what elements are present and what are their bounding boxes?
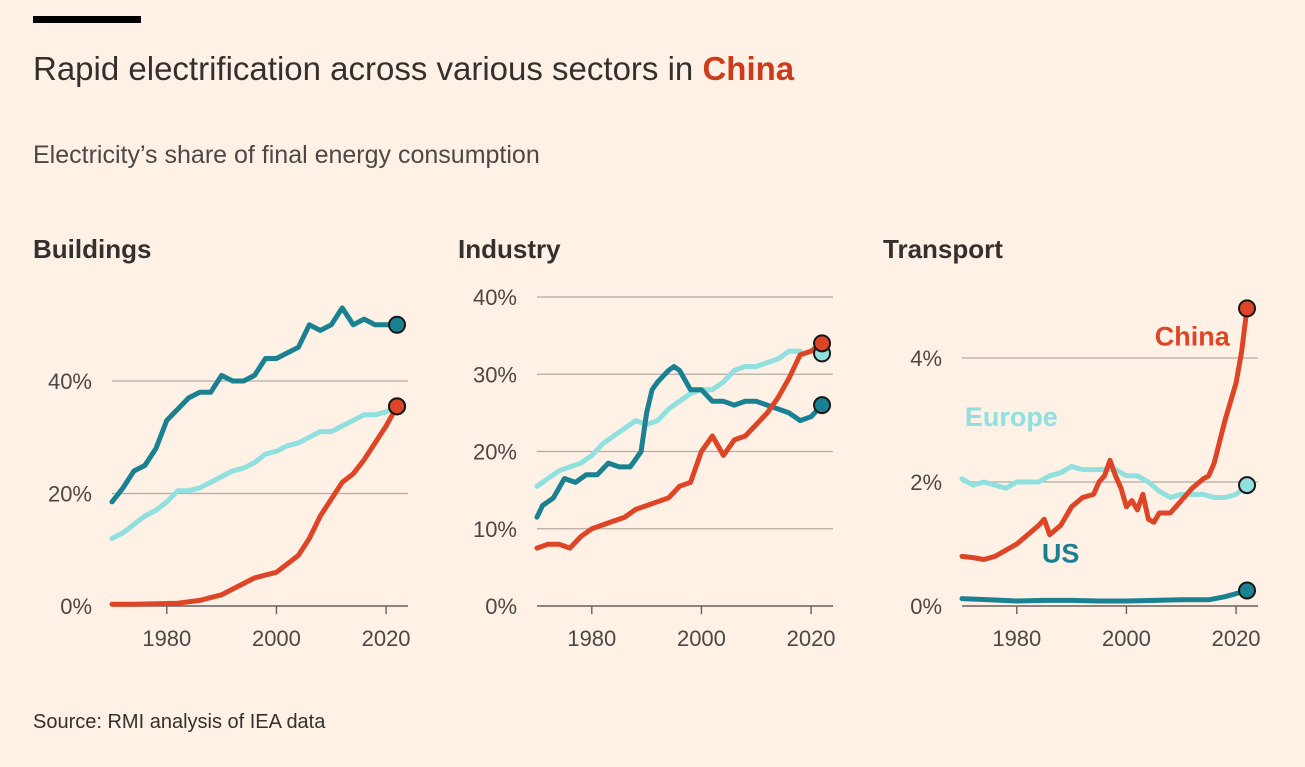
y-tick-label: 40% [473, 285, 517, 310]
title-prefix: Rapid electrification across various sec… [33, 50, 703, 87]
y-tick-label: 4% [910, 346, 942, 371]
panel-industry: Industry 0% 10% 20% 30% 40% 1980 2000 2020 [458, 234, 836, 651]
end-marker-china [813, 334, 832, 353]
y-tick-label: 0% [485, 594, 517, 619]
panel-title: Buildings [33, 234, 151, 264]
series-label-china: China [1155, 322, 1231, 352]
series-line-china [109, 403, 400, 607]
x-tick-label: 2020 [1212, 626, 1261, 651]
end-marker-europe [1238, 476, 1257, 495]
chart-subtitle: Electricity’s share of final energy cons… [33, 141, 540, 169]
series-label-europe: Europe [965, 402, 1058, 432]
series-label-us: US [1042, 539, 1080, 569]
title-highlight: China [702, 50, 795, 87]
x-tick-label: 2000 [1102, 626, 1151, 651]
y-tick-label: 2% [910, 470, 942, 495]
end-marker-us [813, 396, 832, 415]
series-line-us [959, 588, 1250, 604]
series-line-europe [109, 403, 400, 541]
x-tick-label: 1980 [992, 626, 1041, 651]
series-line-us [109, 305, 400, 505]
x-tick-label: 1980 [142, 626, 191, 651]
series-line-europe [534, 348, 803, 489]
header-accent-bar [33, 16, 141, 23]
panel-title: Transport [883, 234, 1003, 264]
y-tick-label: 20% [473, 440, 517, 465]
panel-transport: Transport 0% 2% 4% 1980 2000 2020 China Europe US [883, 234, 1261, 651]
y-tick-label: 0% [60, 594, 92, 619]
series-line-china [534, 340, 825, 551]
panel-title: Industry [458, 234, 561, 264]
y-tick-label: 30% [473, 362, 517, 387]
y-tick-label: 0% [910, 594, 942, 619]
x-tick-label: 2000 [252, 626, 301, 651]
end-marker-china [388, 397, 407, 416]
y-tick-label: 10% [473, 517, 517, 542]
x-tick-label: 2020 [787, 626, 836, 651]
x-tick-label: 2000 [677, 626, 726, 651]
source-note: Source: RMI analysis of IEA data [33, 711, 326, 733]
x-tick-label: 2020 [362, 626, 411, 651]
end-marker-china [1238, 299, 1257, 318]
series-line-us [534, 364, 825, 520]
series-line-china [959, 305, 1250, 562]
x-tick-label: 1980 [567, 626, 616, 651]
panel-buildings: Buildings 0% 20% 40% 1980 2000 2020 [33, 234, 411, 651]
y-tick-label: 40% [48, 369, 92, 394]
end-marker-us [388, 315, 407, 334]
y-tick-label: 20% [48, 482, 92, 507]
chart-title: Rapid electrification across various sec… [33, 50, 794, 88]
end-marker-us [1238, 581, 1257, 600]
